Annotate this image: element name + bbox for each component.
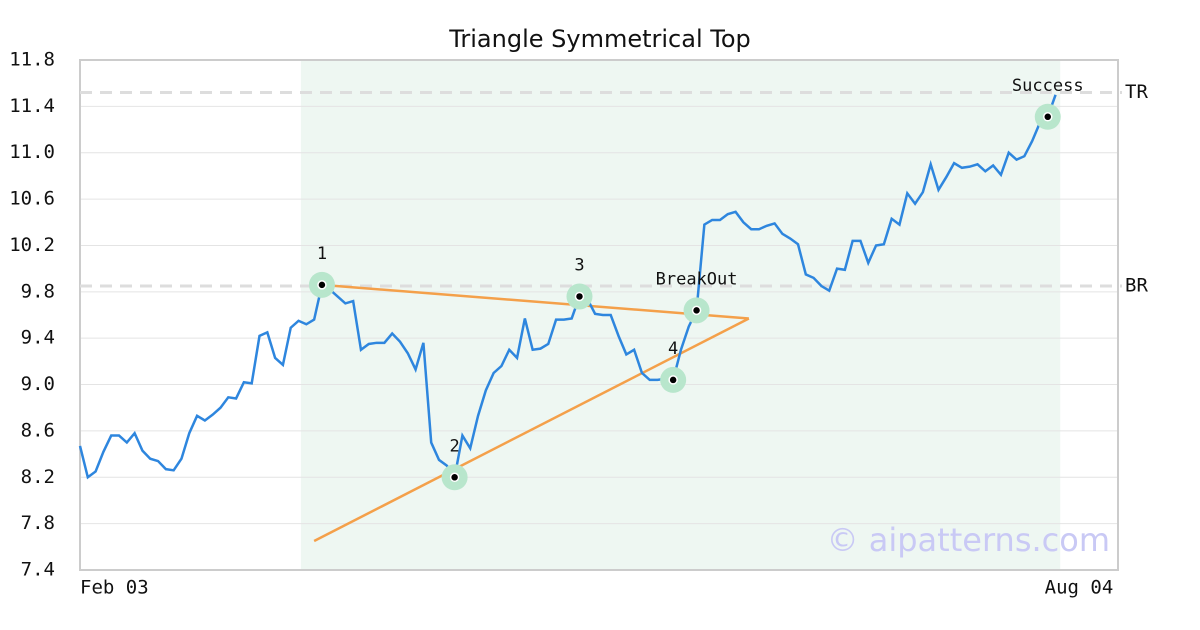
level-label: BR bbox=[1125, 275, 1148, 297]
y-tick-label: 10.2 bbox=[9, 234, 55, 256]
y-tick-label: 11.0 bbox=[9, 141, 55, 163]
point-label: Success bbox=[1012, 76, 1084, 96]
x-tick-label: Feb 03 bbox=[80, 577, 149, 599]
y-tick-label: 7.4 bbox=[21, 559, 55, 581]
region bbox=[300, 60, 1061, 570]
point-label: 2 bbox=[449, 436, 459, 456]
y-tick-label: 7.8 bbox=[21, 512, 55, 534]
level-label: TR bbox=[1125, 81, 1148, 103]
point-marker bbox=[1043, 112, 1053, 122]
plot-frame bbox=[79, 59, 1119, 571]
point-label: 3 bbox=[574, 255, 584, 275]
y-tick-label: 11.4 bbox=[9, 95, 55, 117]
y-tick-label: 11.8 bbox=[9, 49, 55, 71]
price-line bbox=[78, 94, 1057, 481]
y-tick-label: 8.6 bbox=[21, 419, 55, 441]
y-tick-label: 8.2 bbox=[21, 466, 55, 488]
point-marker bbox=[691, 305, 702, 316]
chart-title: Triangle Symmetrical Top bbox=[448, 25, 751, 53]
point-label: BreakOut bbox=[656, 269, 738, 289]
y-tick-label: 9.4 bbox=[21, 327, 55, 349]
y-tick-label: 9.0 bbox=[21, 373, 55, 395]
y-tick-label: 10.6 bbox=[9, 188, 55, 210]
point-marker bbox=[668, 375, 678, 385]
trend-line bbox=[321, 283, 749, 320]
y-tick-label: 9.8 bbox=[21, 280, 55, 302]
point-marker bbox=[449, 472, 460, 483]
point-marker bbox=[317, 280, 327, 290]
x-tick-label: Aug 04 bbox=[1045, 577, 1114, 599]
point-marker bbox=[574, 291, 585, 302]
trend-line bbox=[313, 317, 750, 543]
point-label: 1 bbox=[317, 244, 327, 264]
point-label: 4 bbox=[668, 339, 678, 359]
watermark: © aipatterns.com bbox=[827, 521, 1110, 559]
